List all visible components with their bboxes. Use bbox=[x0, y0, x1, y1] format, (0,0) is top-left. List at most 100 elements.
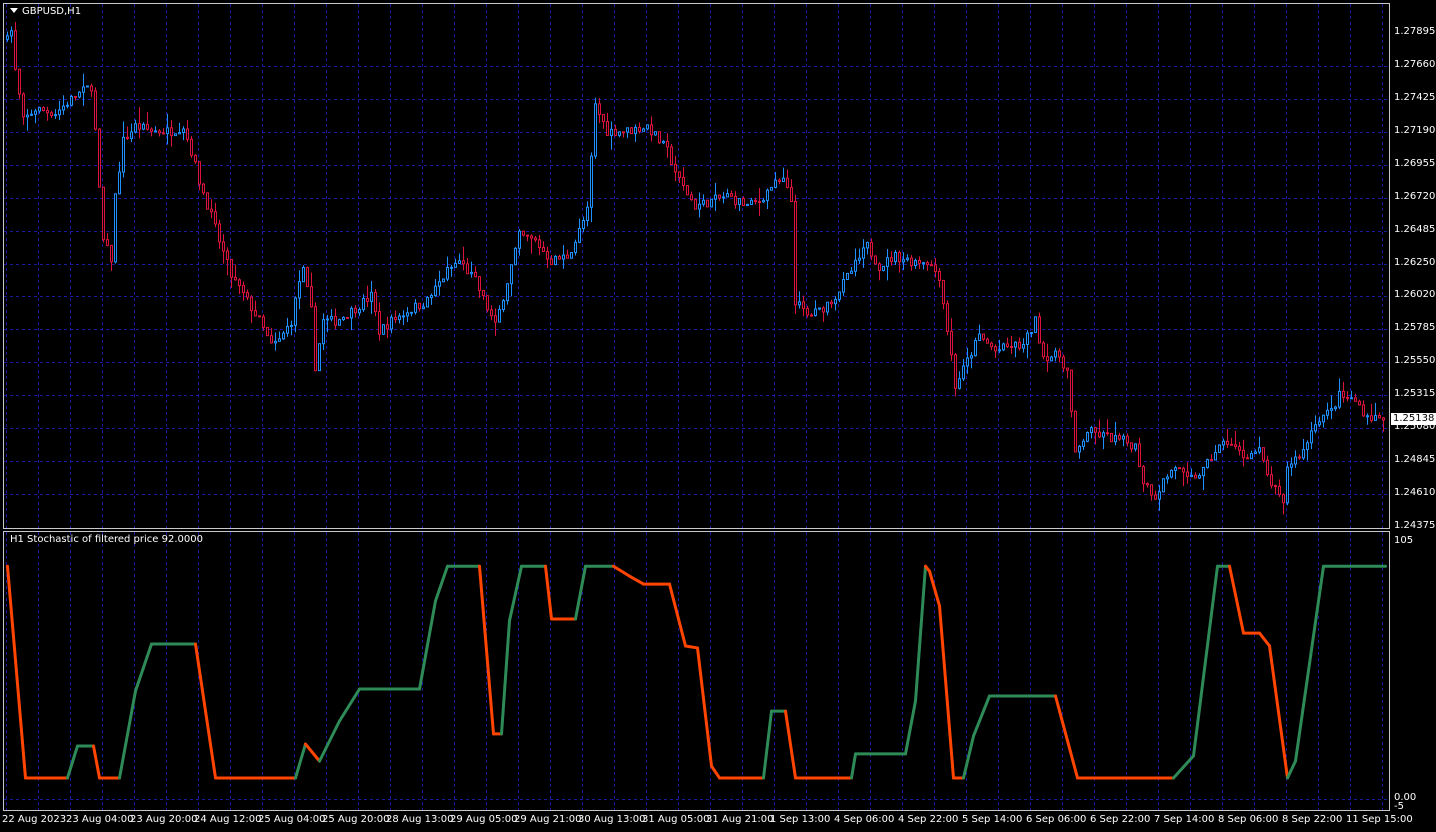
candle-body bbox=[314, 306, 317, 372]
triangle-down-icon[interactable] bbox=[10, 8, 18, 13]
time-tick-label: 11 Sep 15:00 bbox=[1346, 814, 1413, 825]
candle-body bbox=[1138, 443, 1141, 468]
time-tick-label: 1 Sep 13:00 bbox=[770, 814, 831, 825]
candle-body bbox=[1334, 406, 1337, 410]
candle-body bbox=[582, 220, 585, 230]
candle-body bbox=[814, 308, 817, 317]
candle-body bbox=[886, 257, 889, 267]
candle-body bbox=[954, 354, 957, 389]
candle-body bbox=[1358, 400, 1361, 406]
candle-body bbox=[1122, 435, 1125, 440]
candle-body bbox=[702, 199, 705, 205]
indicator-tick-label: -5 bbox=[1394, 801, 1404, 812]
candle-body bbox=[234, 276, 237, 281]
candle-body bbox=[1158, 491, 1161, 500]
candle-body bbox=[290, 324, 293, 327]
candle-body bbox=[454, 262, 457, 268]
candle-body bbox=[114, 193, 117, 263]
candle-body bbox=[546, 250, 549, 260]
candle-body bbox=[406, 312, 409, 317]
candle-body bbox=[394, 316, 397, 321]
candle-body bbox=[670, 146, 673, 165]
candle-body bbox=[858, 257, 861, 261]
candle-body bbox=[638, 126, 641, 132]
candle-body bbox=[210, 208, 213, 213]
candle-body bbox=[1130, 442, 1133, 450]
candle-body bbox=[166, 127, 169, 135]
candle-body bbox=[1282, 494, 1285, 504]
candle-body bbox=[202, 183, 205, 194]
candle-body bbox=[98, 128, 101, 188]
candle-body bbox=[286, 325, 289, 334]
candle-body bbox=[1362, 404, 1365, 417]
candle-body bbox=[870, 241, 873, 257]
candle-body bbox=[1098, 431, 1101, 438]
time-tick-label: 5 Sep 14:00 bbox=[962, 814, 1023, 825]
candle-body bbox=[1262, 447, 1265, 461]
candle-body bbox=[1062, 356, 1065, 369]
candle-body bbox=[322, 319, 325, 345]
price-tick-label: 1.25315 bbox=[1394, 388, 1436, 400]
symbol-title: GBPUSD,H1 bbox=[22, 6, 82, 17]
candle-body bbox=[1150, 484, 1153, 496]
price-tick-label: 1.26485 bbox=[1394, 223, 1436, 235]
stochastic-line-segment bbox=[294, 742, 307, 780]
candle-body bbox=[774, 179, 777, 188]
candle-body bbox=[1346, 396, 1349, 399]
candle-body bbox=[1194, 474, 1197, 479]
candle-body bbox=[422, 306, 425, 310]
candle-body bbox=[1006, 343, 1009, 348]
candle-body bbox=[70, 96, 73, 106]
candle-body bbox=[1106, 432, 1109, 435]
candle-body bbox=[754, 199, 757, 202]
candle-body bbox=[906, 257, 909, 261]
candle-body bbox=[618, 131, 621, 136]
candle-body bbox=[626, 127, 629, 133]
time-tick-label: 28 Aug 13:00 bbox=[386, 814, 454, 825]
candle-body bbox=[58, 109, 61, 116]
candle-body bbox=[206, 192, 209, 210]
time-tick-label: 25 Aug 20:00 bbox=[322, 814, 390, 825]
candle-body bbox=[134, 123, 137, 133]
stochastic-line-segment bbox=[762, 709, 773, 780]
candle-body bbox=[458, 260, 461, 264]
stochastic-line-segment bbox=[1258, 631, 1271, 648]
candle-body bbox=[194, 154, 197, 163]
candle-body bbox=[782, 177, 785, 183]
candle-body bbox=[1134, 443, 1137, 450]
candle-body bbox=[850, 270, 853, 274]
indicator-panel[interactable]: H1 Stochastic of filtered price 92.0000 bbox=[3, 531, 1390, 811]
candle-body bbox=[586, 206, 589, 222]
candle-body bbox=[874, 255, 877, 265]
candle-body bbox=[1270, 474, 1273, 487]
candle-body bbox=[902, 259, 905, 263]
candle-body bbox=[794, 201, 797, 306]
candle-body bbox=[1218, 444, 1221, 453]
candle-body bbox=[942, 279, 945, 305]
candle-body bbox=[254, 310, 257, 317]
chart-title[interactable]: GBPUSD,H1 bbox=[10, 6, 81, 17]
candle-body bbox=[222, 241, 225, 252]
price-chart-panel[interactable]: GBPUSD,H1 bbox=[3, 3, 1390, 529]
candle-body bbox=[318, 343, 321, 372]
candle-body bbox=[526, 234, 529, 237]
candle-body bbox=[1322, 414, 1325, 423]
candle-body bbox=[1242, 449, 1245, 459]
candle-body bbox=[1258, 447, 1261, 453]
candle-body bbox=[450, 266, 453, 269]
candle-body bbox=[842, 279, 845, 293]
stochastic-line-segment bbox=[500, 619, 511, 736]
candle-body bbox=[710, 198, 713, 208]
candle-body bbox=[658, 131, 661, 144]
candle-body bbox=[226, 250, 229, 260]
candle-body bbox=[1174, 467, 1177, 471]
candle-body bbox=[1306, 442, 1309, 451]
candle-body bbox=[142, 123, 145, 130]
candle-body bbox=[938, 271, 941, 281]
candle-body bbox=[426, 297, 429, 308]
candle-body bbox=[250, 296, 253, 312]
candle-body bbox=[106, 239, 109, 246]
candle-body bbox=[10, 30, 13, 37]
candle-body bbox=[1226, 440, 1229, 445]
candle-body bbox=[1314, 424, 1317, 432]
